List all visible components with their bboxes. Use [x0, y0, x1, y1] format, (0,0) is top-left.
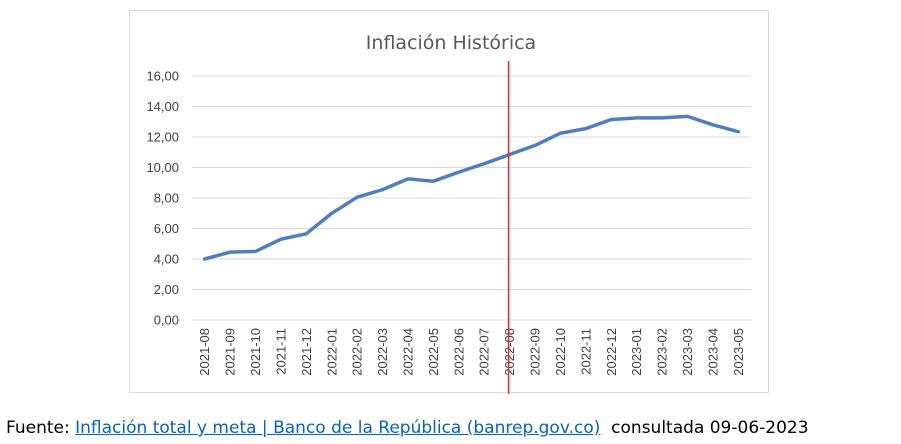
- x-tick-label: 2022-03: [375, 328, 390, 376]
- y-tick-label: 4,00: [154, 252, 179, 267]
- x-tick-label: 2022-10: [553, 328, 568, 376]
- x-tick-label: 2021-08: [197, 328, 212, 376]
- x-tick-label: 2022-11: [578, 328, 593, 375]
- x-tick-label: 2021-12: [299, 328, 314, 376]
- series-line: [202, 114, 741, 261]
- series-layer: [202, 114, 741, 261]
- x-axis-tick-labels: 2021-08 2021-09 2021-10 2021-11 2021-12 2022-…: [197, 328, 746, 376]
- x-tick-label: 2021-09: [223, 328, 238, 376]
- x-tick-label: 2021-11: [273, 328, 288, 375]
- x-tick-label: 2023-04: [705, 328, 720, 376]
- x-tick-label: 2022-01: [324, 328, 339, 376]
- y-tick-label: 8,00: [154, 191, 179, 206]
- x-tick-label: 2022-08: [502, 328, 517, 376]
- x-tick-label: 2022-09: [528, 328, 543, 376]
- gridlines: [192, 75, 751, 321]
- x-tick-label: 2022-07: [477, 328, 492, 376]
- source-suffix: consultada 09-06-2023: [600, 418, 809, 438]
- source-prefix: Fuente:: [6, 418, 76, 438]
- y-tick-label: 16,00: [146, 69, 179, 84]
- x-tick-label: 2023-03: [680, 328, 695, 376]
- y-tick-label: 14,00: [146, 99, 179, 114]
- x-tick-label: 2022-02: [350, 328, 365, 376]
- x-tick-label: 2023-02: [655, 328, 670, 376]
- chart-frame: Inflación Histórica 0,00 2,00 4,00 6,00 8,00…: [129, 10, 769, 394]
- source-caption: Fuente: Inflación total y meta | Banco d…: [6, 418, 809, 438]
- x-tick-label: 2022-06: [451, 328, 466, 376]
- y-tick-label: 6,00: [154, 221, 179, 236]
- y-tick-label: 10,00: [146, 160, 179, 175]
- x-tick-label: 2021-10: [248, 328, 263, 376]
- y-axis-tick-labels: 0,00 2,00 4,00 6,00 8,00 10,00 12,00 14,00 16,00: [146, 69, 179, 328]
- y-tick-label: 0,00: [154, 313, 179, 328]
- y-tick-label: 12,00: [146, 130, 179, 145]
- x-tick-label: 2022-05: [426, 328, 441, 376]
- line-chart: Inflación Histórica 0,00 2,00 4,00 6,00 8,00…: [146, 32, 751, 394]
- chart-title: Inflación Histórica: [366, 32, 536, 54]
- x-tick-label: 2022-12: [604, 328, 619, 376]
- y-tick-label: 2,00: [154, 282, 179, 297]
- x-tick-label: 2023-05: [731, 328, 746, 376]
- x-tick-label: 2022-04: [400, 328, 415, 376]
- x-tick-label: 2023-01: [629, 328, 644, 376]
- source-link[interactable]: Inflación total y meta | Banco de la Rep…: [75, 418, 601, 438]
